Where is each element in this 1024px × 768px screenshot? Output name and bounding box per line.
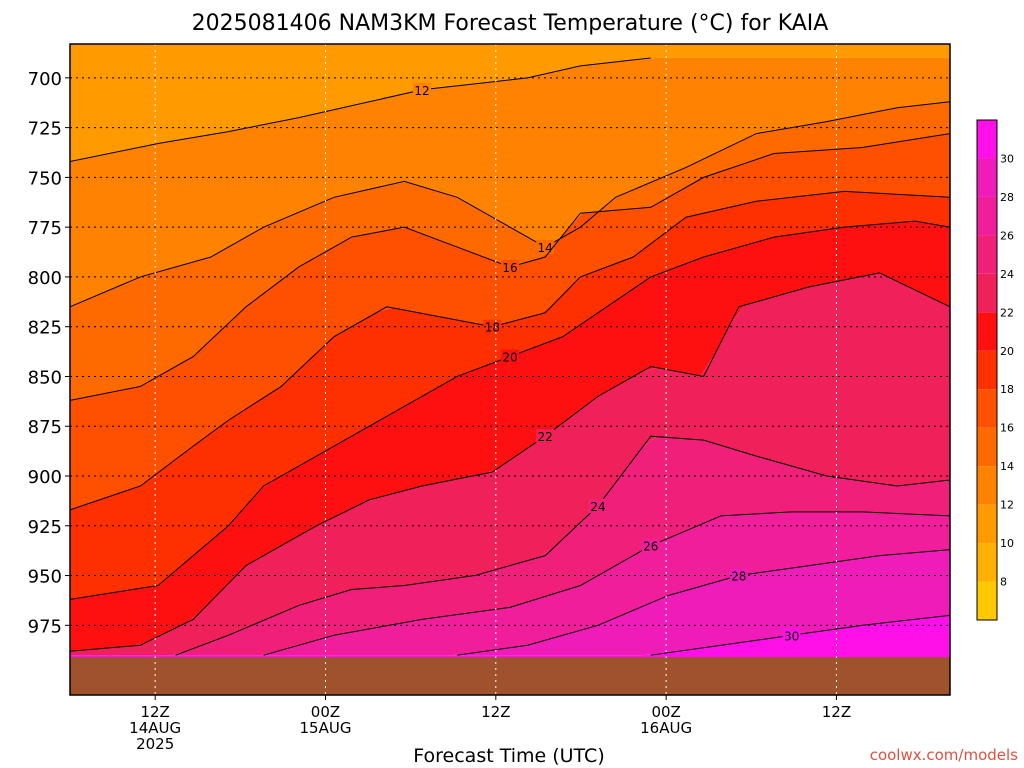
colorbar: 8 10 12 14 16 18 20 22 24 26 28 30 <box>976 119 1014 621</box>
isotherm-label-bg <box>589 498 607 513</box>
temperature-band <box>70 101 950 401</box>
isotherm-label-bg <box>536 240 555 255</box>
isotherm-22 <box>70 272 950 652</box>
colorbar-label: 20 <box>1000 345 1014 358</box>
temperature-band <box>70 549 950 656</box>
x-tick-label: 12Z <box>822 703 851 721</box>
x-tick-label: 00Z <box>651 703 680 721</box>
y-tick-label: 725 <box>28 119 62 140</box>
isotherm-26 <box>263 511 950 656</box>
temperature-band <box>70 44 950 162</box>
temperature-band <box>70 57 950 307</box>
isotherm-label-bg <box>413 82 431 97</box>
isotherm-label: 16 <box>502 261 517 275</box>
grid <box>70 44 950 695</box>
colorbar-label: 26 <box>1000 229 1014 242</box>
x-tick-label: 2025 <box>136 735 174 753</box>
colorbar-label: 12 <box>1000 499 1014 512</box>
x-tick-label: 12Z <box>140 703 169 721</box>
chart-title: 2025081406 NAM3KM Forecast Temperature (… <box>192 11 829 36</box>
isotherm-label: 22 <box>538 430 553 444</box>
x-tick-label: 00Z <box>311 703 340 721</box>
y-tick-label: 975 <box>28 616 62 637</box>
colorbar-swatch <box>977 196 997 236</box>
isotherm-28 <box>457 549 950 656</box>
y-tick-label: 950 <box>28 567 62 588</box>
isotherm-label: 14 <box>538 241 553 255</box>
temperature-band <box>70 221 950 652</box>
credit-text: coolwx.com/models <box>870 746 1018 764</box>
colorbar-swatch <box>977 504 997 544</box>
y-tick-label: 850 <box>28 367 62 388</box>
isotherm-label: 24 <box>590 500 605 514</box>
plot-frame <box>69 43 951 696</box>
colorbar-label: 8 <box>1000 576 1007 589</box>
y-tick-label: 750 <box>28 168 62 189</box>
x-tick-label: 14AUG <box>129 719 181 737</box>
isotherm-label-bg <box>782 628 801 643</box>
temperature-band <box>70 511 950 656</box>
colorbar-swatch <box>977 273 997 313</box>
colorbar-frame <box>976 119 998 621</box>
colorbar-swatch <box>977 427 997 467</box>
x-tick-label: 12Z <box>481 703 510 721</box>
x-tick-label: 16AUG <box>640 719 692 737</box>
y-tick-label: 700 <box>28 69 62 90</box>
isotherm-label: 30 <box>784 629 799 643</box>
colorbar-label: 10 <box>1000 537 1014 550</box>
colorbar-label: 16 <box>1000 422 1014 435</box>
plot-area: 12 14 16 18 20 22 24 26 28 30 <box>70 44 950 695</box>
isotherm-lines: 12 14 16 18 20 22 24 26 28 30 <box>70 57 950 656</box>
colorbar-label: 24 <box>1000 268 1014 281</box>
isotherm-label: 18 <box>485 321 500 335</box>
y-tick-label: 825 <box>28 318 62 339</box>
y-tick-label: 775 <box>28 218 62 239</box>
temperature-band <box>70 191 950 600</box>
isotherm-24 <box>175 435 950 656</box>
isotherm-label: 28 <box>731 570 746 584</box>
y-tick-label: 900 <box>28 467 62 488</box>
isotherm-label-bg <box>501 349 519 364</box>
colorbar-swatch <box>977 466 997 505</box>
colorbar-swatch <box>977 543 997 582</box>
colorbar-swatch <box>977 120 997 159</box>
axes: 70072575077580082585087590092595097512Z1… <box>28 43 951 753</box>
colorbar-label: 30 <box>1000 152 1014 165</box>
isotherm-label: 20 <box>502 351 517 365</box>
isotherm-label-bg <box>536 429 555 444</box>
y-tick-label: 925 <box>28 517 62 538</box>
isotherm-label-bg <box>483 319 502 334</box>
colorbar-label: 14 <box>1000 460 1014 473</box>
colorbar-swatch <box>977 389 997 428</box>
colorbar-swatch <box>977 312 997 351</box>
isotherm-label-bg <box>641 538 660 553</box>
colorbar-swatch <box>977 158 997 197</box>
colorbar-label: 28 <box>1000 191 1014 204</box>
ground-band <box>70 657 950 695</box>
colorbar-label: 22 <box>1000 306 1014 319</box>
isotherm-16 <box>70 133 950 401</box>
temperature-band <box>70 273 950 656</box>
y-tick-label: 800 <box>28 268 62 289</box>
colorbar-swatch <box>977 235 997 274</box>
x-axis-label: Forecast Time (UTC) <box>413 745 604 767</box>
temperature-band <box>70 436 950 656</box>
colorbar-swatch <box>977 581 997 620</box>
isotherm-label-bg <box>729 568 748 583</box>
isotherm-12 <box>70 57 651 162</box>
temperature-fill <box>70 44 950 695</box>
isotherm-label: 12 <box>414 84 429 98</box>
isotherm-18 <box>70 190 950 511</box>
isotherm-label-bg <box>501 259 519 274</box>
x-tick-label: 15AUG <box>300 719 352 737</box>
y-tick-label: 875 <box>28 417 62 438</box>
colorbar-swatch <box>977 350 997 390</box>
isotherm-label: 26 <box>643 540 658 554</box>
colorbar-label: 18 <box>1000 383 1014 396</box>
